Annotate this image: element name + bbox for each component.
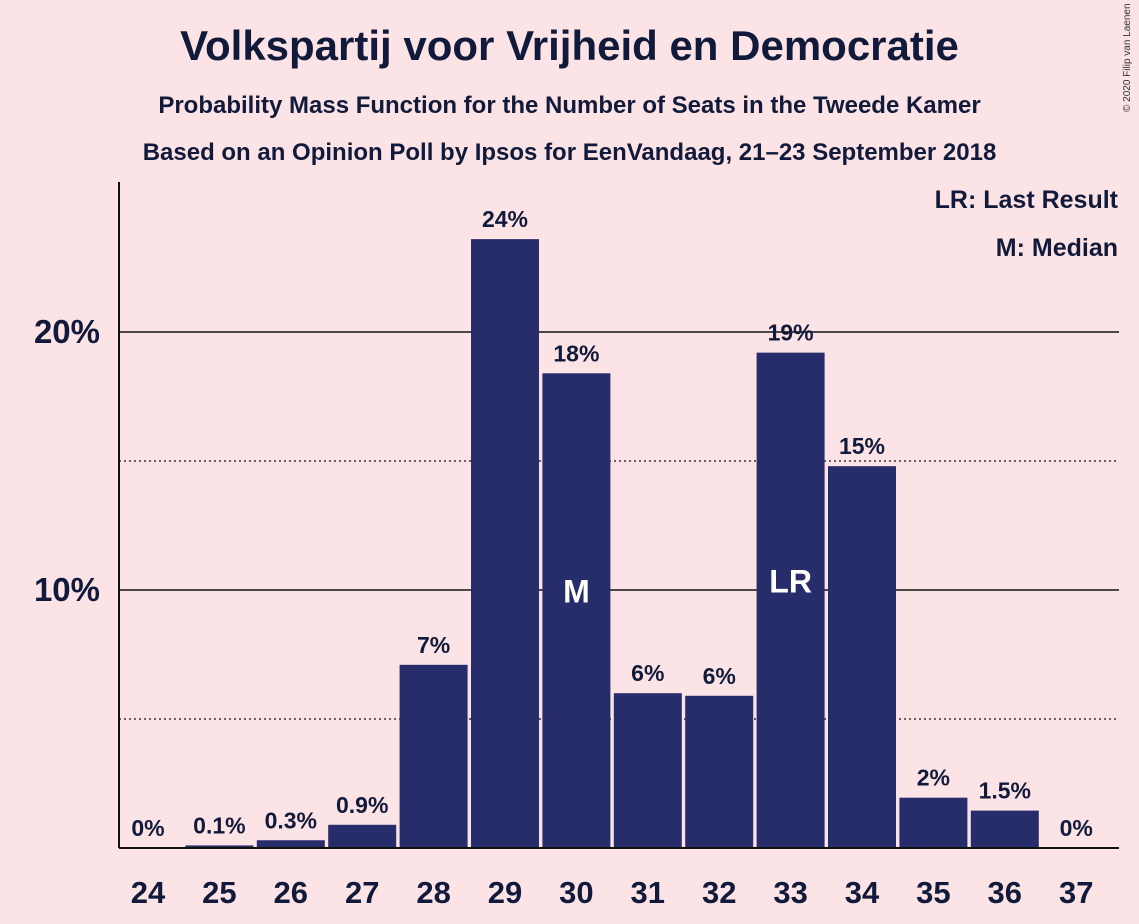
bar-25 [185, 845, 254, 848]
bar-32 [685, 695, 754, 848]
x-tick-labels: 24 25 26 27 28 29 30 31 32 33 34 35 36 37 [131, 875, 1094, 910]
data-label-32: 6% [703, 663, 736, 689]
data-label-27: 0.9% [336, 792, 388, 818]
bar-29 [471, 239, 539, 848]
bar-27 [328, 824, 397, 848]
x-tick-25: 25 [202, 875, 236, 910]
data-labels: 0% 0.1% 0.3% 0.9% 7% 24% 18% M 6% 6% 19% LR 15% 2% 1.5… [131, 206, 1092, 841]
data-label-28: 7% [417, 632, 450, 658]
bar-33 [756, 352, 825, 848]
bar-26 [256, 840, 325, 848]
bar-31 [613, 693, 682, 848]
data-label-31: 6% [631, 660, 664, 686]
x-tick-35: 35 [916, 875, 950, 910]
x-tick-26: 26 [274, 875, 308, 910]
data-label-29: 24% [482, 206, 528, 232]
x-tick-33: 33 [773, 875, 807, 910]
legend-last-result: LR: Last Result [934, 186, 1118, 214]
bar-35 [899, 797, 968, 848]
x-tick-30: 30 [559, 875, 593, 910]
x-tick-27: 27 [345, 875, 379, 910]
bar-marker-lr: LR [769, 563, 812, 599]
legend-median: M: Median [995, 234, 1118, 262]
y-tick-10: 10% [34, 571, 100, 608]
x-tick-28: 28 [416, 875, 450, 910]
data-label-34: 15% [839, 433, 885, 459]
data-label-30: 18% [553, 340, 599, 366]
data-label-35: 2% [917, 765, 950, 791]
axes [118, 182, 1119, 849]
data-label-24: 0% [131, 815, 164, 841]
bar-30 [542, 373, 611, 848]
chart-subtitle: Probability Mass Function for the Number… [158, 92, 981, 119]
x-tick-32: 32 [702, 875, 736, 910]
data-label-36: 1.5% [979, 778, 1031, 804]
y-tick-20: 20% [34, 313, 100, 350]
x-tick-37: 37 [1059, 875, 1093, 910]
bar-28 [399, 664, 468, 848]
x-tick-29: 29 [488, 875, 522, 910]
bar-marker-m: M [563, 574, 590, 610]
bar-34 [828, 466, 896, 848]
data-label-26: 0.3% [265, 807, 317, 833]
x-tick-24: 24 [131, 875, 166, 910]
bars [185, 239, 1039, 848]
gridlines [119, 331, 1119, 720]
data-label-25: 0.1% [193, 812, 245, 838]
x-tick-31: 31 [631, 875, 665, 910]
chart-title: Volkspartij voor Vrijheid en Democratie [180, 22, 959, 69]
data-label-37: 0% [1060, 815, 1093, 841]
chart-source-subtitle: Based on an Opinion Poll by Ipsos for Ee… [142, 139, 997, 166]
x-tick-34: 34 [845, 875, 880, 910]
x-tick-36: 36 [988, 875, 1022, 910]
data-label-33: 19% [768, 320, 814, 346]
y-tick-labels: 10% 20% [34, 313, 100, 608]
bar-36 [970, 810, 1039, 848]
